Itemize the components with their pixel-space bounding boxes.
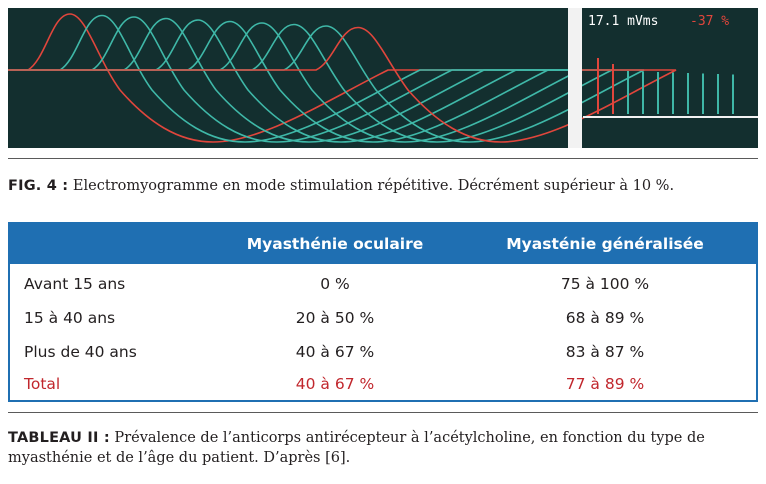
table-divider: [8, 412, 758, 413]
header-generalisee: Myasténie généralisée: [506, 235, 704, 253]
figure-caption: FIG. 4 : Electromyogramme en mode stimul…: [8, 176, 674, 196]
total-generalisee: 77 à 89 %: [565, 375, 645, 393]
cell-generalisee: 68 à 89 %: [565, 309, 645, 327]
figure-caption-label: FIG. 4 :: [8, 178, 69, 194]
table-row: Avant 15 ans 0 % 75 à 100 %: [10, 267, 756, 301]
cell-generalisee: 75 à 100 %: [560, 275, 650, 293]
table-caption-text: Prévalence de l’anticorps antirécepteur …: [8, 430, 705, 466]
emg-trace: [8, 25, 645, 143]
header-oculaire: Myasthénie oculaire: [246, 235, 424, 253]
row-label: Plus de 40 ans: [24, 343, 137, 361]
cell-oculaire: 20 à 50 %: [295, 309, 375, 327]
panel-separator: [568, 8, 582, 148]
total-label: Total: [24, 375, 61, 393]
figure-caption-text: Electromyogramme en mode stimulation rép…: [68, 178, 675, 194]
emg-trace: [8, 22, 581, 143]
emg-trace: [8, 16, 568, 143]
figure-divider: [8, 158, 758, 159]
table-caption-label: TABLEAU II :: [8, 430, 110, 446]
emg-readout-value: 17.1 mVms: [588, 14, 658, 29]
cell-oculaire: 0 %: [320, 275, 350, 293]
emg-readout-decrement: -37 %: [690, 14, 729, 29]
row-label: 15 à 40 ans: [24, 309, 116, 327]
prevalence-table: Myasthénie oculaire Myasténie généralisé…: [8, 222, 758, 402]
emg-traces: 17.1 mVms -37 %: [8, 8, 758, 148]
table-header: Myasthénie oculaire Myasténie généralisé…: [10, 224, 756, 264]
emg-trace: [8, 17, 568, 143]
emg-trace: [8, 23, 613, 143]
emg-trace: [8, 14, 568, 143]
emg-trace: [8, 19, 568, 143]
emg-trace: [8, 20, 568, 143]
table-row: Plus de 40 ans 40 à 67 % 83 à 87 %: [10, 335, 756, 369]
row-label: Avant 15 ans: [24, 275, 126, 293]
table-row-total: Total 40 à 67 % 77 à 89 %: [10, 367, 756, 401]
table-row: 15 à 40 ans 20 à 50 % 68 à 89 %: [10, 301, 756, 335]
emg-figure: 17.1 mVms -37 %: [8, 8, 758, 148]
table-caption: TABLEAU II : Prévalence de l’anticorps a…: [8, 428, 758, 468]
baseline-bar: [583, 116, 758, 118]
emg-trace: [8, 13, 568, 143]
cell-oculaire: 40 à 67 %: [295, 343, 375, 361]
cell-generalisee: 83 à 87 %: [565, 343, 645, 361]
total-oculaire: 40 à 67 %: [295, 375, 375, 393]
